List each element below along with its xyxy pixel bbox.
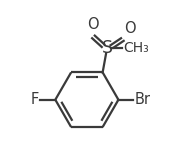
Text: O: O [87, 17, 99, 32]
Text: S: S [101, 39, 113, 57]
Text: Br: Br [135, 92, 151, 107]
Text: O: O [124, 21, 135, 36]
Text: F: F [31, 92, 39, 107]
Text: CH₃: CH₃ [124, 41, 149, 55]
